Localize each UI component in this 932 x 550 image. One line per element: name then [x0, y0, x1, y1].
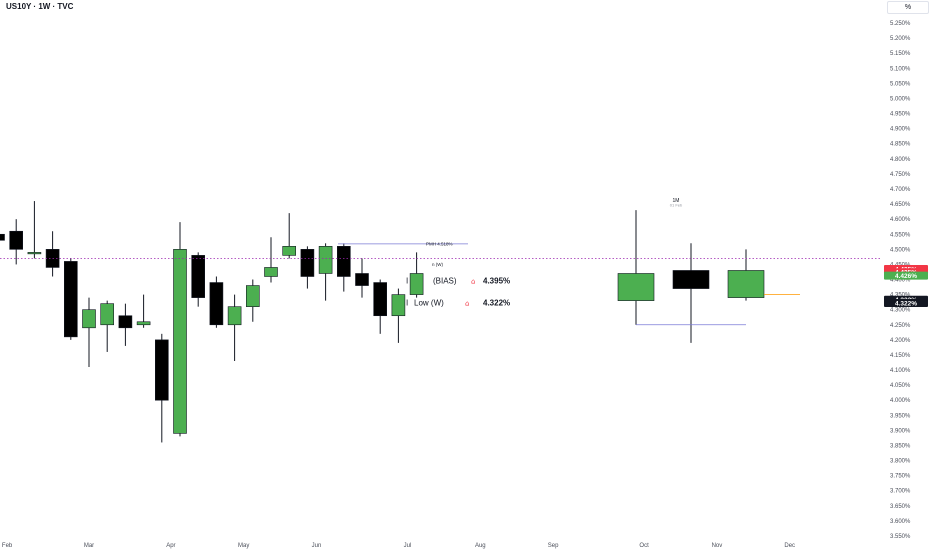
- time-axis-label: Dec: [784, 543, 795, 549]
- price-tag-text: 4.322%: [895, 300, 917, 307]
- timeframe-sublabel: 01 Feb: [670, 203, 683, 208]
- small-w-label: n (W): [432, 262, 443, 267]
- price-tag-text: 4.426%: [895, 273, 917, 280]
- price-axis-label: 3.800%: [890, 459, 911, 465]
- low-prefix-label: I: [406, 299, 408, 308]
- price-axis-label: 5.100%: [890, 66, 911, 72]
- monthly-candle-body: [617, 273, 655, 301]
- time-axis-label: Jul: [404, 543, 412, 549]
- price-tag-box: [884, 271, 928, 280]
- weekly-candle-body: [27, 252, 42, 255]
- weekly-candle-body: [300, 249, 315, 277]
- price-axis-label: 4.250%: [890, 323, 911, 329]
- price-axis-label: 4.600%: [890, 217, 911, 223]
- time-axis-label: Aug: [475, 543, 486, 549]
- bias-alert-icon: ⌂: [471, 278, 475, 286]
- weekly-candle-body: [118, 315, 133, 329]
- percent-scale-button[interactable]: %: [887, 1, 929, 14]
- low-value: 4.322%: [483, 299, 510, 308]
- weekly-candle-body: [355, 273, 369, 286]
- price-axis-label: 4.950%: [890, 112, 911, 118]
- price-axis-label: 4.750%: [890, 172, 911, 178]
- price-axis-label: 5.050%: [890, 81, 911, 87]
- overlays: PMH 4.518% n (W) I (BIAS) ⌂ 4.395% I Low (W) ⌂ 4.…: [0, 198, 880, 326]
- price-axis-label: 4.000%: [890, 398, 911, 404]
- price-tag-box: [884, 299, 928, 308]
- price-axis-label: 4.300%: [890, 308, 911, 314]
- pmh-label: PMH 4.518%: [426, 241, 453, 246]
- time-axis-label: Apr: [166, 543, 175, 549]
- weekly-candle-body: [282, 246, 297, 256]
- symbol-title[interactable]: US10Y · 1W · TVC: [6, 2, 74, 11]
- weekly-candle-body: [136, 321, 151, 326]
- monthly-candle-body: [672, 270, 710, 289]
- low-label: Low (W): [414, 299, 444, 308]
- bias-label: (BIAS): [433, 277, 457, 286]
- price-axis-label: 4.500%: [890, 247, 911, 253]
- price-axis-label: 3.850%: [890, 443, 911, 449]
- bias-prefix-label: I: [406, 277, 408, 286]
- price-axis-label: 4.100%: [890, 368, 911, 374]
- price-axis-label: 3.650%: [890, 504, 911, 510]
- price-axis-label: 4.350%: [890, 293, 911, 299]
- price-axis-label: 4.900%: [890, 127, 911, 133]
- price-axis-label: 4.850%: [890, 142, 911, 148]
- low-alert-icon: ⌂: [465, 300, 469, 308]
- time-axis-label: Mar: [84, 543, 94, 549]
- time-axis-label: Oct: [639, 543, 649, 549]
- price-axis-label: 4.050%: [890, 383, 911, 389]
- weekly-candle-body: [64, 261, 78, 338]
- price-axis-label: 5.250%: [890, 21, 911, 27]
- weekly-candle-body: [209, 282, 224, 326]
- weekly-candle-body: [173, 249, 187, 434]
- price-axis-label: 3.550%: [890, 534, 911, 540]
- price-tags: 4.435%4.425%4.426%4.322%4.322%: [884, 264, 928, 308]
- price-axis-label: 5.200%: [890, 36, 911, 42]
- weekly-candle-body: [318, 246, 333, 274]
- price-axis-label: 4.150%: [890, 353, 911, 359]
- time-axis-label: Jun: [312, 543, 322, 549]
- weekly-candle-body: [246, 285, 260, 307]
- time-axis-label: May: [238, 543, 249, 549]
- monthly-candles: [617, 210, 765, 343]
- price-axis-label: 3.950%: [890, 413, 911, 419]
- weekly-candle-body: [391, 294, 406, 317]
- weekly-candle-body: [9, 230, 23, 250]
- price-axis-label: 3.900%: [890, 428, 911, 434]
- price-axis-label: 5.150%: [890, 51, 911, 57]
- price-axis-label: 4.700%: [890, 187, 911, 193]
- time-axis[interactable]: Feb Mar Apr May Jun Jul Aug Sep Oct Nov Dec: [2, 543, 795, 549]
- weekly-candle-body: [155, 339, 169, 401]
- weekly-candle-body: [409, 273, 424, 295]
- price-axis-label: 4.550%: [890, 232, 911, 238]
- price-axis-label: 4.200%: [890, 338, 911, 344]
- price-axis-label: 3.700%: [890, 489, 911, 495]
- time-axis-label: Sep: [548, 543, 559, 549]
- price-axis-label: 3.600%: [890, 519, 911, 525]
- time-axis-label: Feb: [2, 543, 13, 549]
- weekly-candle-body: [82, 309, 96, 329]
- weekly-candles: [0, 201, 424, 443]
- price-axis-label: 5.000%: [890, 96, 911, 102]
- weekly-candle-body: [227, 306, 242, 326]
- price-axis[interactable]: 5.250% 5.200% 5.150% 5.100% 5.050% 5.000% 4.95…: [890, 21, 911, 540]
- timeframe-label: 1M: [673, 198, 680, 204]
- weekly-candle-body: [0, 233, 5, 241]
- price-axis-label: 3.750%: [890, 474, 911, 480]
- weekly-candle-body: [336, 246, 351, 277]
- bias-value: 4.395%: [483, 277, 510, 286]
- weekly-candle-body: [100, 303, 114, 326]
- price-axis-label: 4.800%: [890, 157, 911, 163]
- price-axis-label: 4.400%: [890, 278, 911, 284]
- weekly-candle-body: [191, 255, 205, 298]
- monthly-candle-body: [727, 270, 765, 298]
- weekly-candle-body: [373, 282, 388, 317]
- time-axis-label: Nov: [712, 543, 723, 549]
- price-axis-label: 4.650%: [890, 202, 911, 208]
- weekly-candle-body: [264, 267, 278, 277]
